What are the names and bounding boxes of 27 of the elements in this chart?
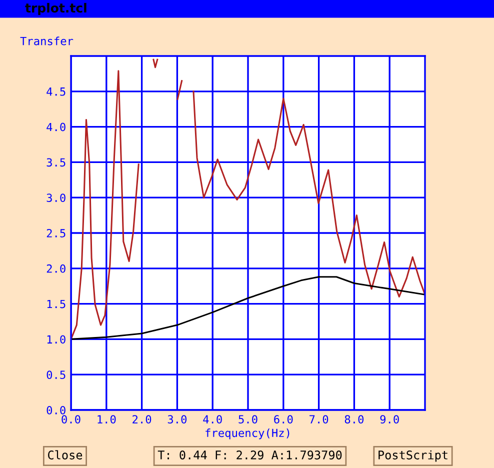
x-tick-label: 0.0 [62,415,80,424]
y-tick-label: 1.0 [47,335,66,344]
x-tick-label: 5.0 [238,415,258,424]
y-axis-title: Transfer [20,36,74,46]
text: trplot.tcl [25,2,86,16]
text: T: 0.44 F: 2.29 A:1.793790 [158,450,342,460]
line-series [71,276,425,340]
y-tick-label: 3.0 [46,194,66,202]
y-tick-label: 3.5 [46,158,66,167]
x-tick-label: 1.0 [98,415,116,424]
x-tick-label: 8.0 [344,415,364,424]
y-tick-label: 2.5 [46,229,66,238]
x-tick-label: 3.0 [168,415,187,424]
text: PostScript [378,450,448,462]
y-tick-label: 2.0 [46,264,66,273]
x-tick-label: 2.0 [132,415,152,424]
x-axis-title: frequency(Hz) [206,428,290,440]
x-tick-label: 9.0 [380,415,399,424]
text: Close [48,450,82,460]
x-tick-label: 4.0 [203,415,222,424]
y-tick-label: 0.5 [46,370,66,380]
y-tick-label: 4.0 [46,122,66,132]
y-tick-label: 1.5 [47,300,66,308]
y-tick-label: 0.0 [46,406,66,414]
x-tick-label: 6.0 [274,415,293,424]
y-tick-label: 4.5 [46,88,66,96]
x-tick-label: 7.0 [310,415,328,424]
